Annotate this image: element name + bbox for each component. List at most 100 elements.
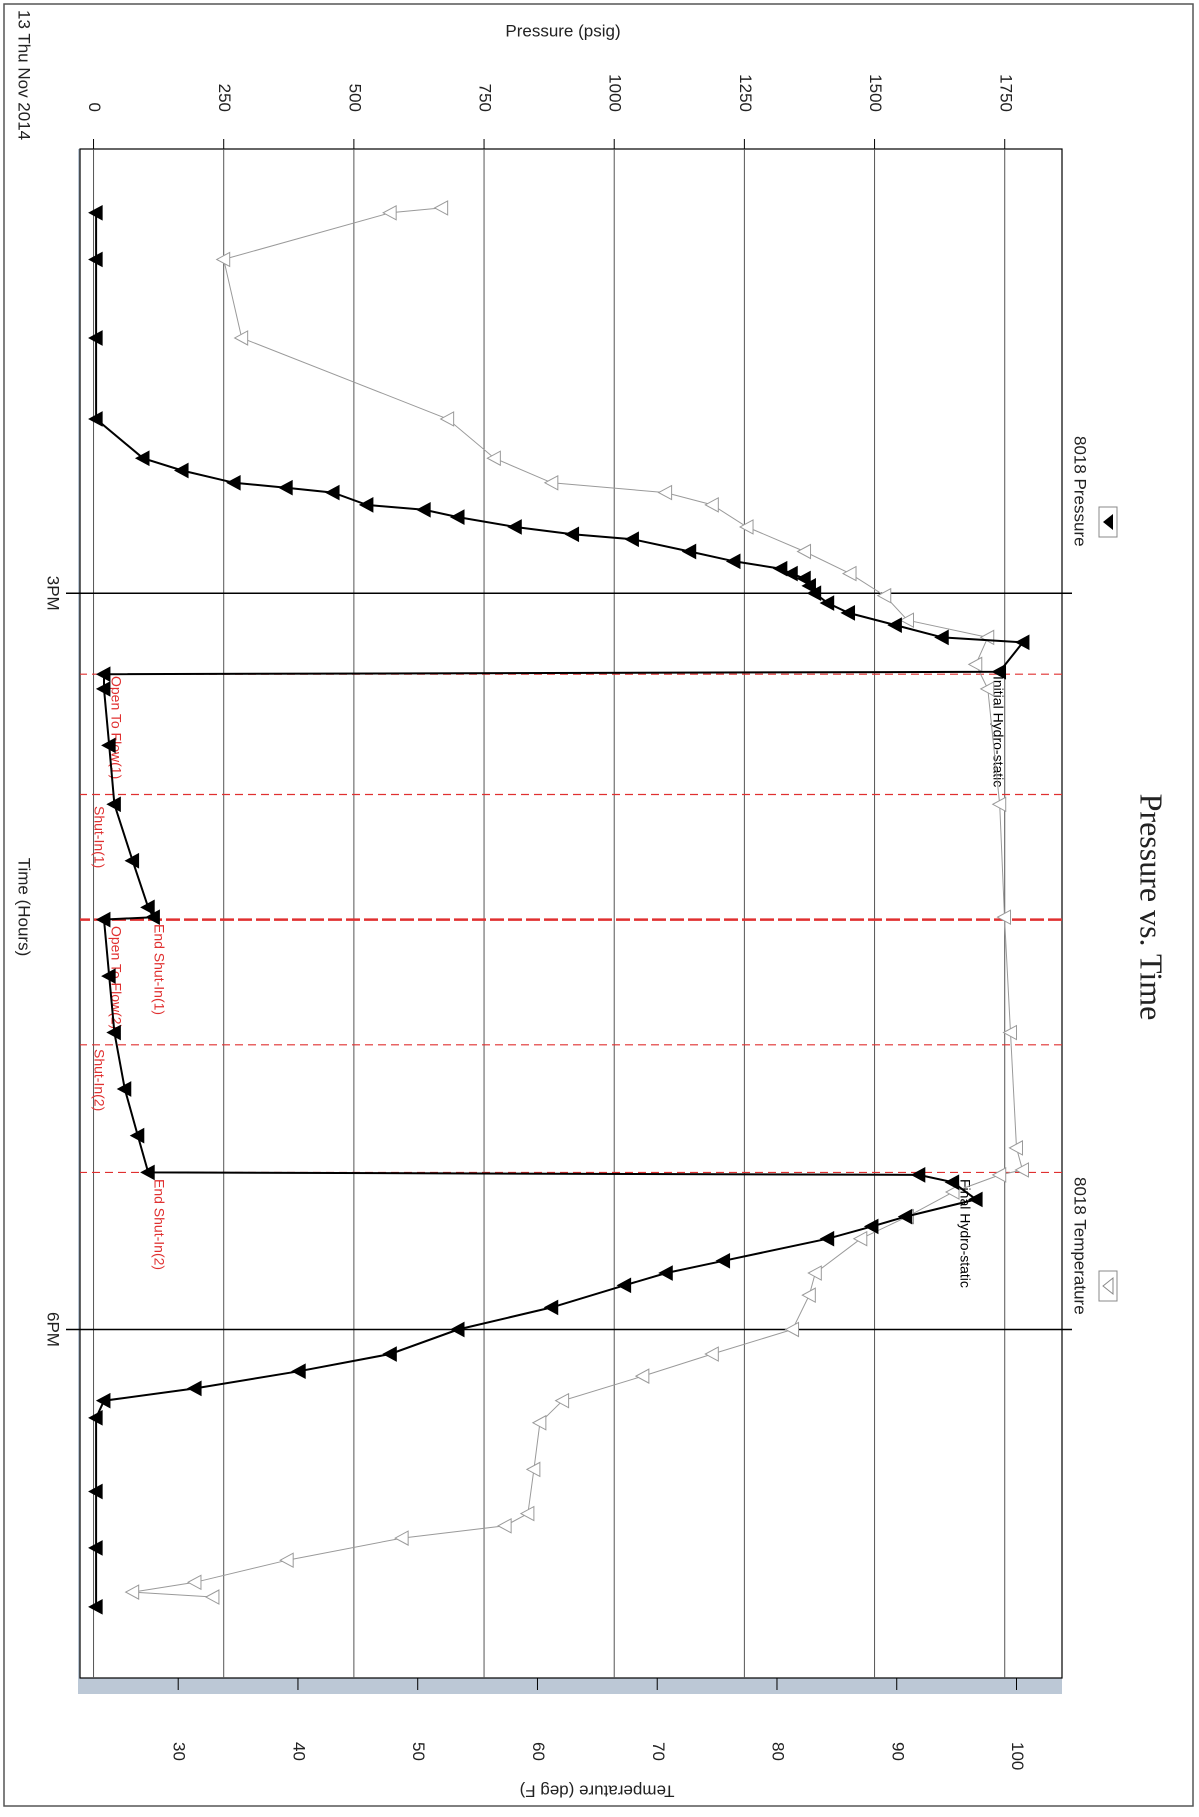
marker	[204, 1589, 220, 1605]
marker	[897, 1208, 913, 1225]
marker	[101, 737, 116, 754]
marker	[88, 1540, 103, 1556]
marker	[124, 1584, 140, 1600]
y-tick-label: 1500	[866, 74, 885, 112]
y2-tick-label: 50	[409, 1742, 428, 1761]
marker	[725, 553, 741, 570]
marker	[806, 585, 822, 602]
marker	[772, 560, 788, 577]
marker	[863, 1218, 879, 1235]
marker	[95, 1392, 111, 1409]
marker	[134, 450, 150, 467]
marker	[88, 330, 103, 346]
marker	[291, 1363, 306, 1380]
marker	[394, 1530, 409, 1546]
legend-symbol	[1102, 1276, 1114, 1296]
marker	[543, 1299, 559, 1316]
legend-symbol	[1103, 514, 1113, 530]
y-tick-label: 500	[345, 84, 364, 112]
marker	[801, 1287, 816, 1303]
marker	[634, 1368, 650, 1384]
marker	[95, 911, 111, 928]
marker	[226, 474, 241, 491]
marker	[279, 1552, 294, 1569]
y-tick-label: 1750	[996, 74, 1015, 112]
marker	[554, 1392, 570, 1409]
y-axis-label: Pressure (psig)	[505, 21, 620, 40]
y-tick-label: 1250	[736, 74, 755, 112]
marker	[899, 612, 915, 629]
marker	[129, 1127, 145, 1144]
y2-axis-label: Temperature (deg F)	[520, 1782, 675, 1801]
annotation: End Shut-In(2)	[151, 1179, 167, 1270]
marker	[173, 462, 189, 479]
marker	[841, 565, 857, 582]
x-tick-label: 3PM	[44, 576, 63, 611]
marker	[88, 1410, 103, 1426]
annotation: End Shut-In(1)	[151, 924, 167, 1015]
date-label: 13 Thu Nov 2014	[15, 10, 34, 140]
y2-tick-label: 40	[289, 1742, 308, 1761]
marker	[852, 1230, 868, 1247]
marker	[715, 1252, 731, 1269]
marker	[681, 543, 697, 560]
y2-tick-label: 30	[170, 1742, 189, 1761]
marker	[801, 578, 816, 594]
marker	[525, 1461, 541, 1478]
marker	[704, 497, 719, 513]
marker	[796, 543, 812, 560]
marker	[1014, 1162, 1029, 1178]
y2-tick-label: 80	[768, 1742, 787, 1761]
y-tick-label: 1000	[606, 74, 625, 112]
marker	[140, 899, 155, 916]
marker	[996, 909, 1012, 926]
annotation: Initial Hydro-static	[990, 676, 1006, 787]
marker	[807, 1265, 822, 1281]
marker	[124, 852, 140, 869]
marker	[796, 570, 811, 587]
marker	[784, 1321, 800, 1338]
marker	[991, 663, 1007, 680]
marker	[95, 681, 111, 697]
marker	[657, 484, 673, 501]
marker	[88, 1598, 103, 1615]
axis-band	[78, 1678, 1062, 1694]
y2-tick-label: 60	[529, 1742, 548, 1761]
marker	[358, 497, 374, 513]
marker	[507, 519, 522, 535]
marker	[1008, 1140, 1023, 1156]
marker	[991, 1167, 1007, 1183]
marker	[876, 587, 892, 604]
marker	[944, 1184, 960, 1200]
marker	[944, 1174, 960, 1191]
y2-tick-label: 100	[1008, 1742, 1027, 1770]
marker	[543, 474, 559, 491]
chart-title: Pressure vs. Time	[1134, 794, 1170, 1021]
marker	[140, 1164, 155, 1181]
marker	[486, 450, 501, 467]
marker	[531, 1414, 547, 1431]
frame	[3, 3, 1194, 1807]
marker	[1014, 634, 1030, 651]
marker	[101, 968, 116, 984]
marker	[233, 330, 249, 346]
marker	[88, 411, 103, 427]
marker	[840, 605, 856, 621]
annotation: Shut-In(1)	[91, 806, 107, 868]
marker	[783, 565, 798, 582]
y-tick-label: 0	[85, 103, 104, 112]
annotation: Open To Flow(1)	[108, 676, 124, 779]
marker	[449, 509, 465, 525]
marker	[439, 411, 455, 427]
marker	[564, 526, 580, 543]
marker	[186, 1574, 202, 1591]
marker	[991, 796, 1007, 813]
marker	[979, 681, 995, 697]
marker	[324, 484, 340, 501]
y2-tick-label: 70	[649, 1742, 668, 1761]
marker	[968, 1191, 983, 1208]
marker	[278, 479, 293, 496]
marker	[382, 1346, 397, 1362]
annotation: Final Hydro-static	[957, 1179, 973, 1288]
